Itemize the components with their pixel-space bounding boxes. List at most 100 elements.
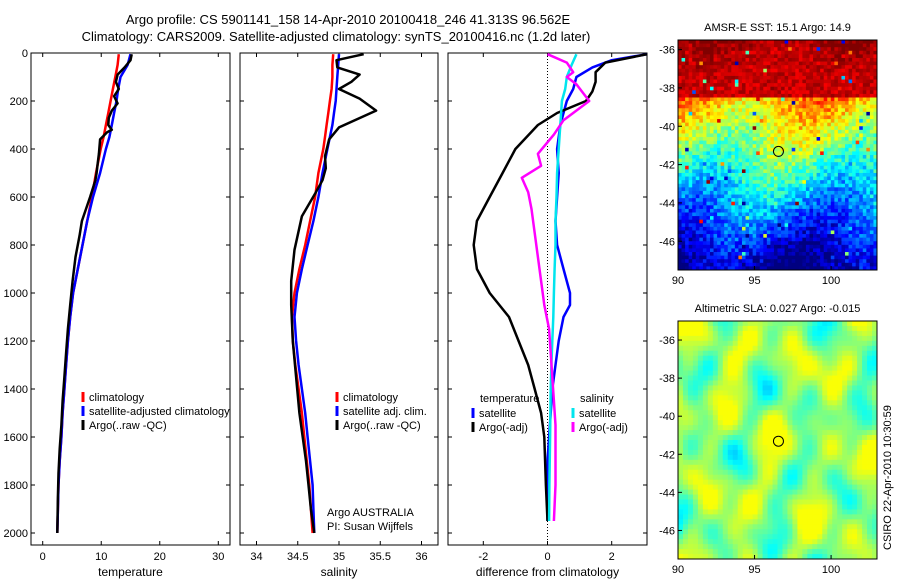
map-cell [741,266,746,271]
map-cell [678,262,682,267]
map-cell [720,144,725,149]
map-cell [731,65,736,70]
map-cell [845,180,849,185]
map-cell [827,400,833,406]
map-cell [830,187,835,192]
map-cell [695,43,700,48]
map-cell [692,454,699,461]
map-cell [752,147,757,152]
map-cell [827,201,832,206]
map-cell [805,208,810,213]
map-cell [688,190,693,195]
map-cell [852,65,857,70]
map-cell [847,454,853,461]
map-cell [707,405,714,411]
map-cell [827,420,833,426]
map-cell [713,68,718,73]
map-cell [772,444,778,451]
map-cell [827,430,833,436]
map-cell [869,176,874,181]
map-cell [855,119,860,124]
map-cell [756,176,761,181]
map-cell [834,43,839,48]
map-cell [873,50,878,55]
map-cell [770,155,775,159]
map-cell [756,208,761,213]
map-cell [816,165,821,170]
map-cell [837,40,842,44]
map-cell [802,321,808,327]
map-cell [707,365,714,371]
map-cell [834,266,839,271]
map-cell [741,79,746,84]
map-cell [857,459,863,466]
map-cell [820,144,825,149]
map-cell [737,375,744,381]
map-cell [720,266,725,271]
map-cell [802,440,808,446]
map-cell [767,365,773,371]
map-cell [872,435,878,441]
map-cell [722,360,729,367]
map-cell [745,230,750,235]
map-cell [706,119,711,124]
map-cell [766,119,771,124]
map-cell [724,248,729,253]
map-cell [805,147,810,152]
map-cell [731,72,736,77]
map-cell [859,144,864,149]
map-cell [788,86,793,91]
map-cell [872,345,878,352]
map-cell [777,223,782,228]
map-cell [820,97,825,102]
map-cell [791,115,796,120]
map-cell [678,72,682,77]
map-cell [788,57,793,62]
map-cell [766,176,771,181]
map-cell [862,65,867,70]
map-cell [749,248,754,253]
map-cell [873,176,878,181]
map-cell [866,244,871,249]
map-cell [859,126,864,131]
map-cell [685,259,690,264]
map-cell [706,241,711,246]
map-cell [692,464,699,471]
map-cell [797,415,803,421]
map-cell [834,259,839,264]
map-cell [727,405,734,411]
map-cell [802,208,807,213]
map-cell [862,79,867,84]
map-cell [695,162,700,167]
map-cell [681,230,686,235]
map-cell [855,180,860,185]
map-cell [841,158,846,163]
map-cell [702,126,707,131]
map-cell [823,266,828,271]
map-cell [813,230,817,235]
map-cell [685,158,690,163]
map-cell [687,380,694,386]
map-cell [695,169,700,174]
map-cell [817,410,823,416]
map-cell [788,104,793,109]
map-cell [773,183,778,188]
map-cell [732,410,739,416]
map-cell [697,375,704,381]
map-cell [798,129,803,134]
map-cell [866,104,871,109]
map-cell [752,208,757,213]
map-cell [747,335,754,342]
y-tick-label: 600 [10,192,28,204]
map-cell [866,255,871,260]
map-cell [720,187,725,192]
map-cell [816,208,821,213]
map-cell [869,151,874,156]
map-cell [713,90,718,95]
map-cell [717,101,722,106]
map-cell [752,165,757,170]
map-cell [791,43,796,48]
map-cell [741,137,746,142]
map-cell [841,75,846,80]
map-cell [791,252,796,257]
